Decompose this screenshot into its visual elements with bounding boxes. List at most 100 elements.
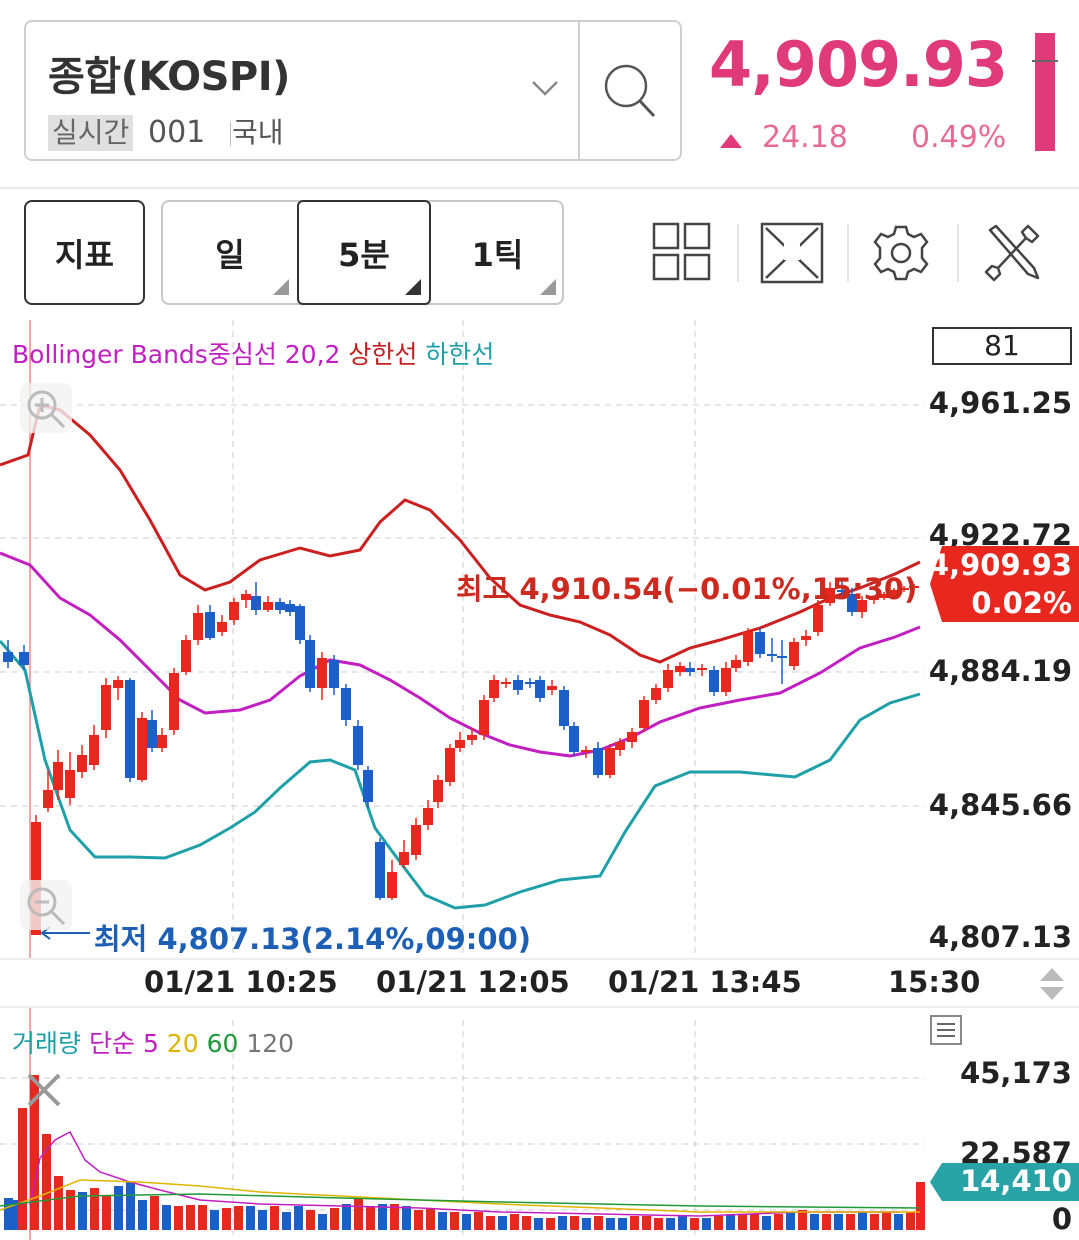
zoom-in-icon[interactable] <box>20 383 72 433</box>
bollinger-legend: Bollinger Bands중심선 20,2 상한선 하한선 <box>12 335 494 371</box>
candle-body <box>285 604 295 612</box>
volume-bar <box>906 1212 915 1230</box>
volume-bar <box>870 1214 879 1230</box>
candle-count-box[interactable]: 81 <box>932 327 1072 365</box>
volume-bar <box>450 1212 459 1230</box>
volume-bar <box>318 1214 327 1230</box>
volume-bar <box>282 1212 291 1230</box>
period-day-label: 일 <box>215 235 245 274</box>
candle-body <box>639 700 649 728</box>
candle-body <box>101 685 111 730</box>
current-volume-value: 14,410 <box>960 1164 1072 1198</box>
candle-body <box>837 590 847 592</box>
menu-icon[interactable] <box>930 1015 962 1045</box>
search-button[interactable] <box>578 22 682 159</box>
volume-bar <box>522 1216 531 1230</box>
y-tick: 4,807.13 <box>928 920 1072 954</box>
current-price-value: 4,909.93 <box>928 548 1072 582</box>
close-icon[interactable] <box>24 1070 64 1110</box>
volume-bar <box>462 1214 471 1230</box>
zoom-out-icon[interactable] <box>20 880 72 930</box>
current-price-pct: 0.02% <box>971 586 1072 620</box>
volume-bar <box>882 1212 891 1230</box>
candle-body <box>479 700 489 735</box>
candle-body <box>113 680 123 688</box>
volume-legend-ma120: 120 <box>246 1029 295 1058</box>
volume-bar <box>726 1214 735 1230</box>
candle-body <box>651 688 661 700</box>
candle-body <box>581 750 591 752</box>
candle-body <box>501 682 511 684</box>
volume-bar <box>138 1200 147 1230</box>
volume-bar <box>186 1205 195 1230</box>
volume-bar <box>210 1210 219 1230</box>
volume-bar <box>78 1192 87 1230</box>
candle-body <box>455 740 465 748</box>
layout-grid-icon[interactable] <box>652 222 712 282</box>
candle-body <box>569 726 579 752</box>
volume-bar <box>630 1216 639 1230</box>
volume-bar <box>162 1205 171 1230</box>
indicator-button[interactable]: 지표 <box>24 200 145 305</box>
chart-area[interactable] <box>0 320 1079 1240</box>
candle-body <box>3 652 13 662</box>
period-day-button[interactable]: 일 <box>163 202 297 303</box>
gear-icon[interactable] <box>870 222 932 284</box>
volume-ma5-line <box>29 1130 900 1217</box>
candle-body <box>615 742 625 750</box>
divider <box>957 224 959 282</box>
x-tick: 01/21 13:45 <box>608 965 802 999</box>
volume-bar <box>114 1186 123 1230</box>
candle-body <box>263 602 273 610</box>
volume-bar <box>894 1214 903 1230</box>
indicator-button-label: 지표 <box>55 235 114 274</box>
axis-resize-icon[interactable] <box>1038 966 1066 1002</box>
volume-bar <box>246 1206 255 1230</box>
volume-bar <box>702 1218 711 1230</box>
volume-legend-type: 단순 <box>88 1029 135 1058</box>
chevron-down-icon[interactable] <box>530 78 560 98</box>
market-label: 국내 <box>232 116 284 149</box>
volume-bar <box>18 1108 27 1230</box>
candle-body <box>697 668 707 670</box>
volume-bar <box>738 1214 747 1230</box>
divider <box>737 224 739 282</box>
current-volume-tag <box>930 1163 1079 1201</box>
period-1tick-button[interactable]: 1틱 <box>431 202 564 303</box>
divider <box>847 224 849 282</box>
tools-icon[interactable] <box>982 222 1044 284</box>
volume-bar <box>786 1212 795 1230</box>
candle-body <box>513 680 523 690</box>
candle-body <box>157 735 167 748</box>
candle-body <box>801 636 811 640</box>
candlestick-chart[interactable] <box>0 320 1079 1240</box>
candle-body <box>535 680 545 698</box>
candle-body <box>825 588 835 603</box>
x-tick: 01/21 10:25 <box>144 965 338 999</box>
volume-bar <box>810 1214 819 1230</box>
candle-body <box>423 808 433 825</box>
candle-body <box>65 770 75 798</box>
candle-body <box>731 660 741 668</box>
volume-bar <box>570 1216 579 1230</box>
volume-bar <box>546 1218 555 1230</box>
volume-legend-ma60: 60 <box>206 1029 239 1058</box>
y-tick: 4,884.19 <box>928 654 1072 688</box>
candle-body <box>181 640 191 672</box>
up-arrow-icon <box>720 134 742 148</box>
y-tick: 4,845.66 <box>928 788 1072 822</box>
corner-indicator <box>405 279 421 295</box>
period-5min-button[interactable]: 5분 <box>297 200 431 305</box>
volume-bar <box>414 1210 423 1230</box>
volume-bar <box>294 1206 303 1230</box>
symbol-search-box[interactable]: 종합(KOSPI) 실시간 001 국내 <box>24 20 682 161</box>
candle-body <box>241 594 251 600</box>
candle-body <box>353 726 363 765</box>
price-change-percent: 0.49% <box>911 120 1007 155</box>
candle-body <box>525 682 535 684</box>
search-icon <box>604 64 656 118</box>
fullscreen-icon[interactable] <box>760 222 824 284</box>
volume-bar <box>846 1214 855 1230</box>
volume-bar <box>42 1134 51 1230</box>
divider <box>0 187 1079 189</box>
